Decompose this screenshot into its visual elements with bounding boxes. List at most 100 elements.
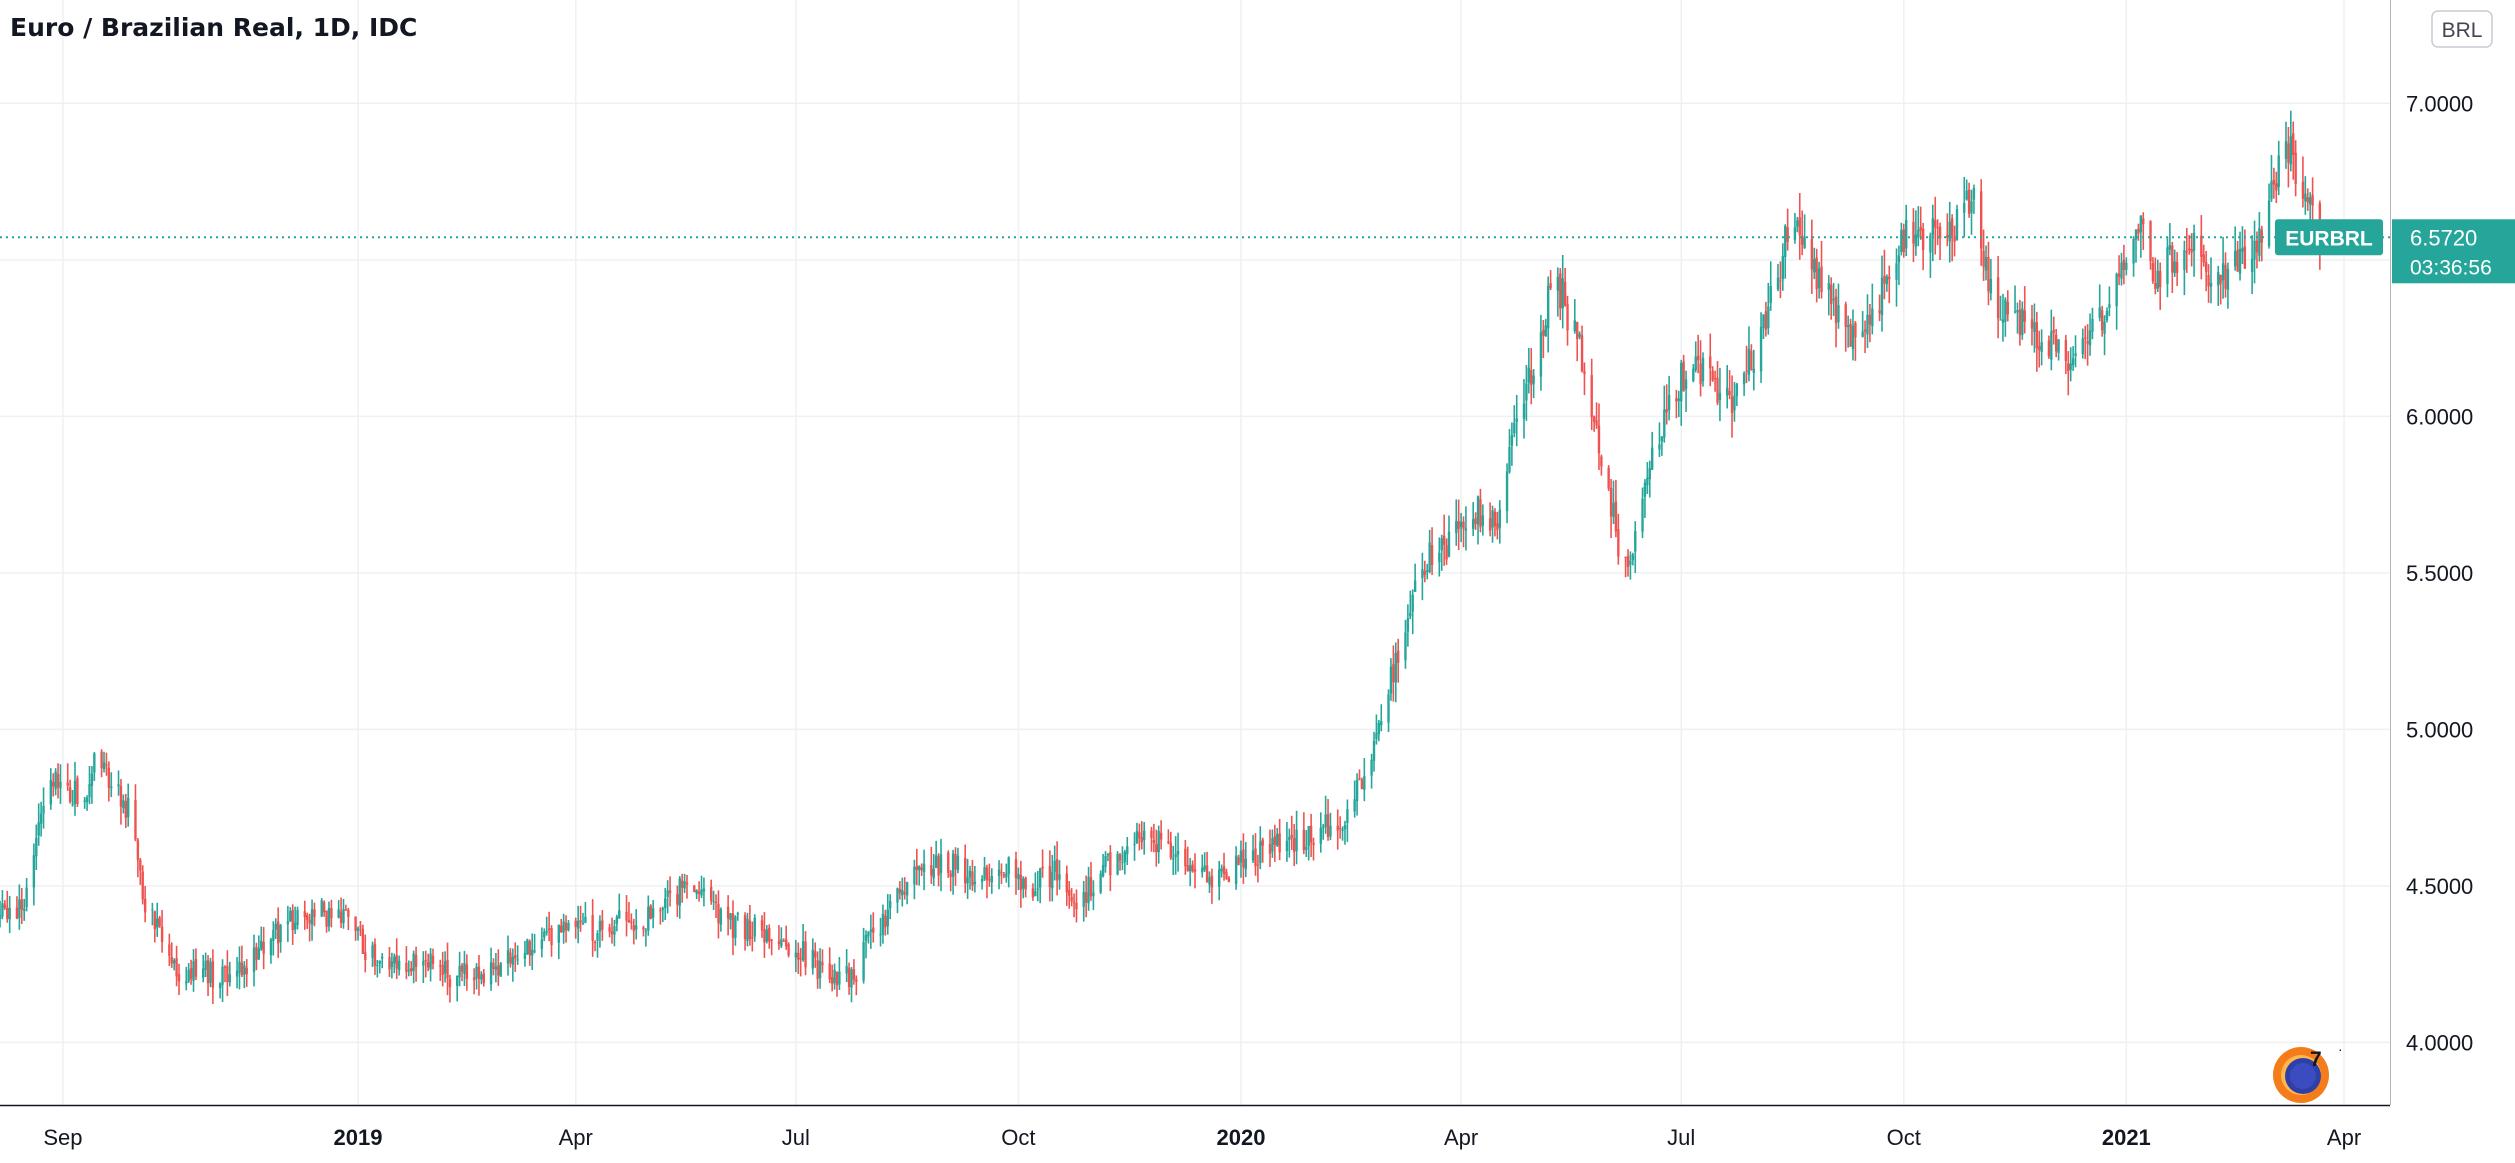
candle-body (245, 967, 248, 975)
candle-body (1522, 403, 1526, 419)
candle-body (1767, 306, 1770, 329)
candle-body (2192, 232, 2196, 251)
candle-body (1101, 865, 1105, 877)
candle-body (1607, 467, 1610, 489)
candle-body (1849, 323, 1852, 347)
candle-body (2004, 299, 2007, 322)
candle-body (509, 952, 512, 964)
candle-body (1955, 209, 1959, 241)
candle-body (2185, 251, 2189, 253)
candle-body (1186, 865, 1189, 872)
candle-body (627, 919, 631, 923)
candle-body (1762, 314, 1765, 328)
currency-button[interactable]: BRL (2431, 10, 2493, 48)
candle-body (102, 762, 106, 770)
candle-body (1745, 370, 1748, 372)
candle-body (49, 779, 52, 805)
candle-body (1631, 554, 1635, 561)
candle-body (852, 969, 856, 980)
candle-body (472, 977, 476, 981)
candle-body (680, 880, 684, 888)
x-tick-label: Apr (1444, 1125, 1478, 1150)
candle-body (2175, 261, 2179, 273)
candle-body (872, 927, 875, 933)
candle-body (845, 966, 848, 974)
candle-body (966, 877, 969, 884)
candle-body (1092, 892, 1095, 897)
candle-body (238, 961, 241, 973)
candle-body (1217, 869, 1221, 887)
candle-body (1817, 268, 1821, 288)
candle-body (1549, 283, 1552, 289)
candle-body (393, 956, 396, 964)
candle-body (448, 979, 452, 987)
candle-body (879, 934, 882, 936)
candle-body (1184, 848, 1187, 867)
candle-body (937, 856, 940, 876)
candle-body (2294, 152, 2297, 184)
time-axis[interactable]: Sep 2019 Apr Jul Oct 2020 Apr Jul Oct 2021 Apr (43, 1125, 2361, 1150)
candle-body (2204, 262, 2208, 272)
candle-body (1326, 814, 1330, 837)
candle-body (134, 800, 137, 840)
candle-body (201, 968, 205, 978)
candle-body (1713, 378, 1717, 380)
candle-body (1152, 839, 1156, 844)
candle-body (110, 786, 113, 789)
candle-body (2171, 245, 2174, 273)
candle-body (530, 949, 534, 956)
candle-body (1580, 335, 1584, 372)
candle-body (782, 940, 785, 942)
candle-body (1457, 521, 1460, 530)
candle-body (1324, 814, 1327, 828)
flag-icon (2290, 1063, 2316, 1089)
candle-body (1667, 395, 1671, 411)
candle-body (1363, 775, 1366, 790)
candle-body (1699, 363, 1702, 385)
candle-body (1302, 829, 1306, 851)
candle-body (1750, 350, 1753, 370)
last-price-value: 6.5720 (2410, 225, 2477, 250)
candle-body (1912, 221, 1915, 244)
candle-body (1244, 858, 1247, 870)
candle-body (2289, 136, 2293, 165)
candle-body (1438, 552, 1441, 563)
candle-body (1084, 892, 1088, 903)
candle-body (2033, 322, 2036, 332)
candle-body (2134, 229, 2138, 240)
candle-body (2018, 309, 2022, 336)
candle-body (1624, 556, 1627, 559)
candle-body (1220, 868, 1223, 872)
candle-body (712, 901, 715, 903)
candle-body (1902, 229, 1905, 253)
candle-body (1851, 325, 1855, 349)
candle-body (2071, 358, 2075, 366)
candle-body (274, 923, 277, 930)
candle-body (1341, 829, 1344, 831)
candle-body (1338, 827, 1342, 829)
candle-body (939, 854, 943, 873)
candle-body (543, 931, 546, 938)
candle-body (1634, 531, 1637, 552)
candle-body (736, 913, 740, 915)
candle-body (2069, 363, 2072, 370)
candle-body (1989, 278, 1993, 294)
candle-body (1742, 373, 1746, 385)
candle-body (1075, 902, 1078, 910)
candle-body (2084, 337, 2087, 339)
candle-body (1498, 509, 1501, 528)
candle-body (1089, 877, 1093, 897)
candle-body (1058, 874, 1061, 880)
candle-body (255, 946, 258, 961)
candle-body (1462, 521, 1465, 529)
candle-body (1830, 284, 1833, 304)
candle-body (1834, 296, 1838, 324)
candle-body (192, 961, 195, 981)
event-badge[interactable]: 7 · (2273, 1041, 2343, 1103)
candle-body (1387, 694, 1390, 723)
candle-body (187, 969, 190, 982)
candle-body (830, 977, 834, 984)
candle-body (1440, 538, 1443, 551)
candle-body (460, 965, 464, 972)
candle-body (971, 871, 974, 886)
